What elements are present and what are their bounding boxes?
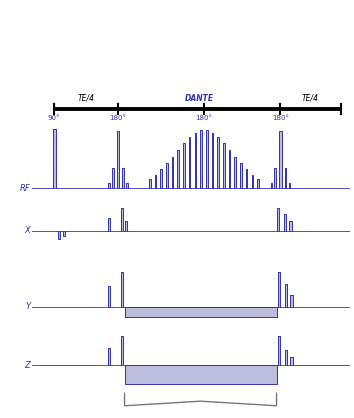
Polygon shape xyxy=(252,175,253,189)
Text: Z: Z xyxy=(24,361,30,370)
Text: RF: RF xyxy=(19,184,30,193)
Text: 180°: 180° xyxy=(109,115,126,122)
Polygon shape xyxy=(108,218,110,231)
Polygon shape xyxy=(271,183,272,189)
Polygon shape xyxy=(285,168,286,189)
Polygon shape xyxy=(234,157,236,189)
Polygon shape xyxy=(257,179,259,189)
Polygon shape xyxy=(285,349,287,365)
Polygon shape xyxy=(125,365,276,384)
Polygon shape xyxy=(200,130,202,189)
Polygon shape xyxy=(289,183,290,189)
Polygon shape xyxy=(172,157,173,189)
Polygon shape xyxy=(121,272,123,307)
Polygon shape xyxy=(121,336,123,365)
Polygon shape xyxy=(108,183,110,189)
Polygon shape xyxy=(177,150,179,189)
Polygon shape xyxy=(217,137,219,189)
Polygon shape xyxy=(229,150,230,189)
Polygon shape xyxy=(240,163,242,189)
Polygon shape xyxy=(112,168,114,189)
Polygon shape xyxy=(108,286,110,307)
Polygon shape xyxy=(278,272,280,307)
Text: TE/4: TE/4 xyxy=(302,94,319,102)
Polygon shape xyxy=(149,179,150,189)
Polygon shape xyxy=(277,208,279,231)
Polygon shape xyxy=(223,143,225,189)
Polygon shape xyxy=(116,131,119,189)
Text: X: X xyxy=(24,226,30,235)
Polygon shape xyxy=(108,348,110,365)
Polygon shape xyxy=(290,295,293,307)
Polygon shape xyxy=(206,130,207,189)
Polygon shape xyxy=(53,130,56,189)
Text: TE/4: TE/4 xyxy=(78,94,95,102)
Polygon shape xyxy=(63,231,65,236)
Polygon shape xyxy=(290,221,292,231)
Polygon shape xyxy=(274,168,276,189)
Text: 180°: 180° xyxy=(195,115,212,122)
Polygon shape xyxy=(121,208,123,231)
Polygon shape xyxy=(126,183,127,189)
Text: Y: Y xyxy=(25,302,30,311)
Polygon shape xyxy=(284,214,286,231)
Polygon shape xyxy=(195,133,196,189)
Polygon shape xyxy=(160,169,162,189)
Text: 180°: 180° xyxy=(272,115,289,122)
Polygon shape xyxy=(212,133,213,189)
Polygon shape xyxy=(166,163,168,189)
Polygon shape xyxy=(125,307,276,317)
Polygon shape xyxy=(125,221,127,231)
Text: 90°: 90° xyxy=(48,115,61,122)
Polygon shape xyxy=(285,284,287,307)
Polygon shape xyxy=(183,143,185,189)
Polygon shape xyxy=(246,169,247,189)
Polygon shape xyxy=(57,231,61,239)
Polygon shape xyxy=(155,175,156,189)
Text: DANTE: DANTE xyxy=(184,94,214,102)
Polygon shape xyxy=(189,137,190,189)
Polygon shape xyxy=(290,357,293,365)
Polygon shape xyxy=(279,131,282,189)
Polygon shape xyxy=(122,168,124,189)
Polygon shape xyxy=(278,336,280,365)
